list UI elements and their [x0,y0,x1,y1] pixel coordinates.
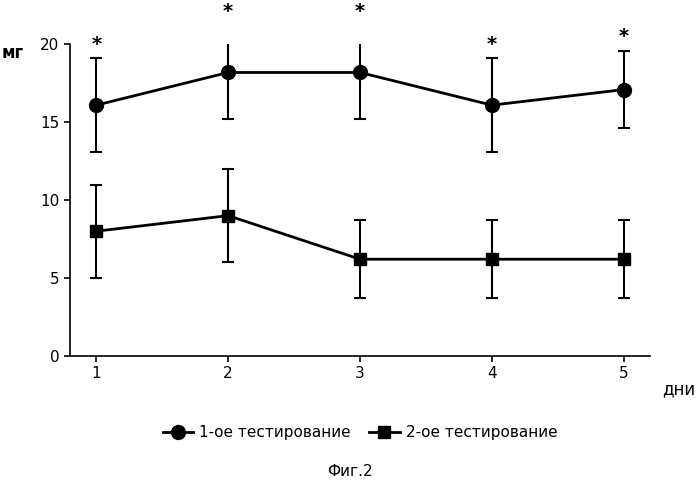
Text: мг: мг [1,44,24,62]
Text: *: * [91,35,101,54]
Legend: 1-ое тестирование, 2-ое тестирование: 1-ое тестирование, 2-ое тестирование [157,419,563,447]
Text: дни: дни [662,380,695,399]
Text: *: * [619,27,629,46]
Text: *: * [223,2,233,21]
Text: *: * [487,35,497,54]
Text: Фиг.2: Фиг.2 [326,464,373,479]
Text: *: * [355,2,365,21]
